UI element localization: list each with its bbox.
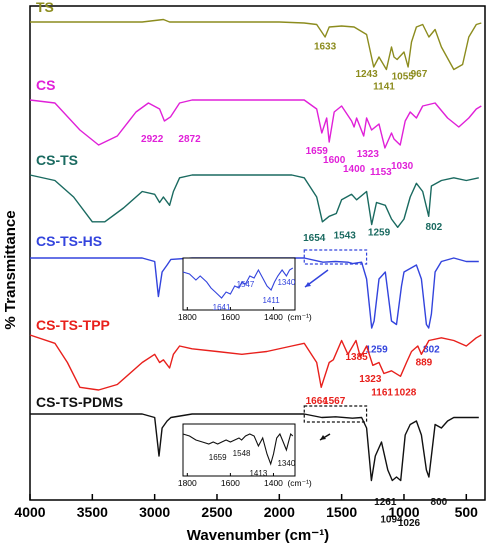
inset-line (182, 432, 294, 466)
zoom-region-box (303, 405, 368, 423)
x-tick-label: 4000 (14, 504, 45, 520)
peak-label: 1055 (392, 72, 415, 83)
peak-label: 1400 (343, 164, 366, 175)
inset-peak-label: 1548 (233, 449, 251, 458)
peak-label: 2872 (178, 134, 201, 145)
series-name: CS-TS (36, 152, 78, 168)
peak-label: 2922 (141, 134, 164, 145)
peak-label: 1030 (391, 161, 414, 172)
inset-peak-label: 1340 (277, 278, 295, 287)
plot-frame (29, 5, 486, 501)
peak-label: 1259 (365, 345, 388, 356)
series-name: CS-TS-PDMS (36, 394, 123, 410)
peak-label: 802 (426, 222, 443, 233)
inset-frame (182, 423, 296, 477)
peak-label: 1664 (306, 396, 329, 407)
inset-peak-label: 1547 (237, 280, 255, 289)
series-line (29, 334, 482, 391)
series-line (29, 99, 482, 149)
peak-label: 1654 (303, 233, 326, 244)
inset-frame (182, 257, 296, 311)
peak-label: 1633 (314, 42, 337, 53)
peak-label: 1028 (394, 388, 417, 399)
inset-peak-label: 1659 (209, 453, 227, 462)
series-name: CS-TS-TPP (36, 317, 110, 333)
inset-unit-label: (cm⁻¹) (287, 478, 311, 488)
series-cs-ts-hs: CS-TS-HS 1259 802 (30, 233, 479, 356)
series-name: CS (36, 77, 55, 93)
zoom-arrow-head (320, 435, 326, 440)
peak-label: 1659 (306, 146, 329, 157)
inset-layer: 1641 1547 1411 1340 1800 1600 1400 (cm⁻¹) 1659 15… (178, 257, 312, 488)
inset-peak-label: 1340 (277, 459, 295, 468)
inset-peak-label: 1411 (262, 296, 280, 305)
inset-1: 1641 1547 1411 1340 1800 1600 1400 (cm⁻¹) (178, 257, 312, 322)
peak-label: 1161 (371, 388, 393, 399)
peak-label: 889 (416, 357, 433, 368)
zoom-region-box (303, 249, 368, 265)
peak-label: 967 (411, 69, 428, 80)
peak-label: 1600 (323, 155, 346, 166)
peak-label: 1323 (357, 149, 380, 160)
peak-label: 1323 (359, 374, 382, 385)
inset-tick-label: 1400 (264, 478, 283, 488)
series-line (30, 18, 482, 71)
inset-line (182, 267, 294, 299)
x-tick-label: 500 (455, 504, 479, 520)
series-line (30, 413, 479, 482)
inset-tick-label: 1800 (178, 312, 197, 322)
peak-label: 1026 (398, 518, 421, 529)
x-tick-label: 2000 (264, 504, 295, 520)
series-line (30, 257, 479, 329)
x-tick-label: 3500 (77, 504, 108, 520)
peak-label: 1261 (374, 497, 397, 508)
y-axis-label: % Transmittance (2, 210, 19, 329)
peak-label: 802 (423, 345, 440, 356)
plot-border (29, 5, 486, 501)
zoom-arrow-head (305, 282, 311, 287)
peak-label: 1153 (370, 167, 392, 178)
x-tick-label: 1000 (388, 504, 419, 520)
peak-label: 1141 (373, 82, 395, 93)
peak-label: 800 (431, 497, 448, 508)
peak-label: 1094 (380, 515, 403, 526)
axis-layer: 4000 3500 3000 2500 2000 1500 1000 500 (14, 494, 478, 520)
peak-label: 1385 (345, 352, 368, 363)
peak-label: 1567 (323, 396, 346, 407)
x-tick-label: 2500 (201, 504, 232, 520)
inset-tick-label: 1600 (221, 312, 240, 322)
inset-tick-label: 1400 (264, 312, 283, 322)
inset-unit-label: (cm⁻¹) (287, 312, 311, 322)
peak-label: 1543 (334, 230, 357, 241)
x-tick-label: 1500 (326, 504, 357, 520)
x-axis-label: Wavenumber (cm⁻¹) (187, 527, 329, 544)
inset-tick-label: 1600 (221, 478, 240, 488)
inset-tick-label: 1800 (178, 478, 197, 488)
peak-label: 1259 (368, 228, 391, 239)
series-name: CS-TS-HS (36, 233, 102, 249)
inset-peak-label: 1641 (213, 303, 231, 312)
series-cs-ts: CS-TS 1654 1543 1259 802 (29, 152, 479, 244)
series-name: TS (36, 0, 54, 15)
peak-label: 1243 (355, 69, 378, 80)
inset-peak-label: 1413 (249, 469, 267, 478)
series-line (29, 174, 479, 228)
inset-2: 1659 1548 1413 1340 1800 1600 1400 (cm⁻¹) (178, 423, 312, 488)
x-tick-label: 3000 (139, 504, 170, 520)
